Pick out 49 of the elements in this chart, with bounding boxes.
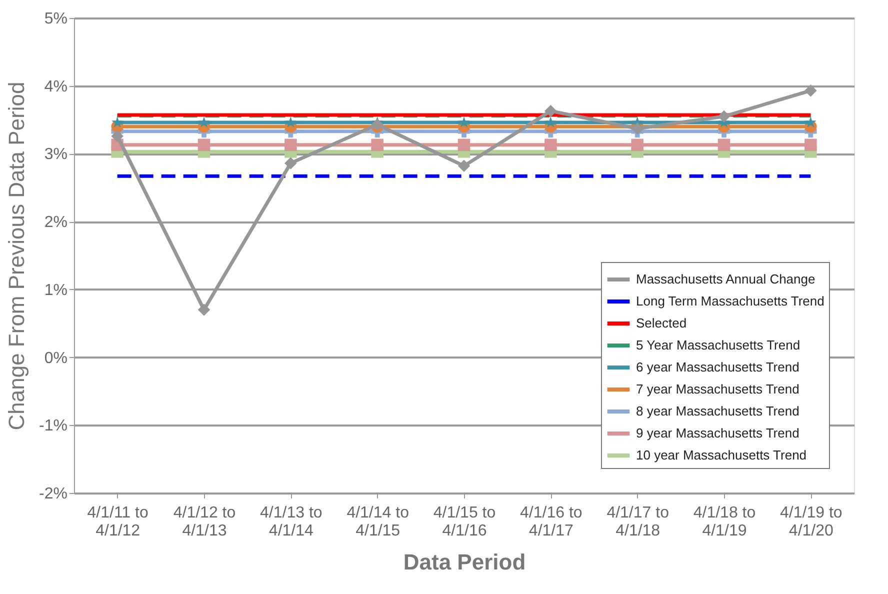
x-tick-label: 4/1/17 to 4/1/18	[606, 504, 670, 540]
point	[284, 138, 297, 152]
y-tick-label: 0%	[44, 350, 68, 367]
y-tick-label: 4%	[44, 78, 68, 96]
point	[198, 138, 210, 152]
point	[631, 138, 644, 152]
point	[284, 157, 297, 170]
point	[111, 130, 124, 142]
legend-label: 7 year Massachusetts Trend	[636, 382, 800, 396]
point	[198, 116, 210, 128]
point	[198, 304, 210, 316]
x-tick-label: 4/1/19 to 4/1/20	[780, 504, 842, 540]
x-tick-label: 4/1/14 to 4/1/15	[346, 504, 410, 540]
point	[371, 138, 384, 152]
point	[458, 138, 470, 152]
x-tick-label: 4/1/15 to 4/1/16	[433, 504, 496, 540]
y-axis-title: Change From Previous Data Period	[4, 82, 30, 430]
legend-label: 5 Year Massachusetts Trend	[636, 338, 800, 352]
point	[458, 160, 470, 172]
point	[458, 116, 470, 128]
point	[284, 116, 296, 128]
y-tick-label: -2%	[39, 486, 68, 502]
point	[718, 138, 730, 152]
point	[544, 138, 557, 152]
point	[544, 104, 557, 118]
y-tick-label: -1%	[39, 418, 68, 435]
legend-label: Massachusetts Annual Change	[636, 272, 816, 286]
x-tick-label: 4/1/11 to 4/1/12	[87, 504, 148, 540]
point	[112, 116, 124, 128]
x-tick-label: 4/1/13 to 4/1/14	[260, 504, 322, 540]
legend-label: Long Term Massachusetts Trend	[636, 294, 824, 308]
x-tick-label: 4/1/16 to 4/1/17	[520, 504, 582, 540]
y-tick-label: 2%	[44, 214, 68, 232]
legend-label: 8 year Massachusetts Trend	[636, 404, 800, 418]
legend-label: 6 year Massachusetts Trend	[636, 360, 800, 374]
point	[804, 116, 816, 128]
legend-label: 10 year Massachusetts Trend	[636, 448, 807, 462]
legend-label: 9 year Massachusetts Trend	[636, 426, 800, 440]
point	[804, 84, 817, 97]
x-tick-label: 4/1/18 to 4/1/19	[693, 504, 756, 540]
x-axis-title: Data Period	[403, 550, 526, 574]
x-tick-label: 4/1/12 to 4/1/13	[173, 504, 236, 540]
point	[544, 116, 556, 128]
y-tick-label: 1%	[44, 282, 68, 299]
y-tick-label: 5%	[44, 10, 68, 28]
point	[804, 138, 817, 152]
y-tick-label: 3%	[44, 146, 68, 164]
legend-label: Selected	[636, 316, 687, 330]
point	[718, 110, 730, 123]
